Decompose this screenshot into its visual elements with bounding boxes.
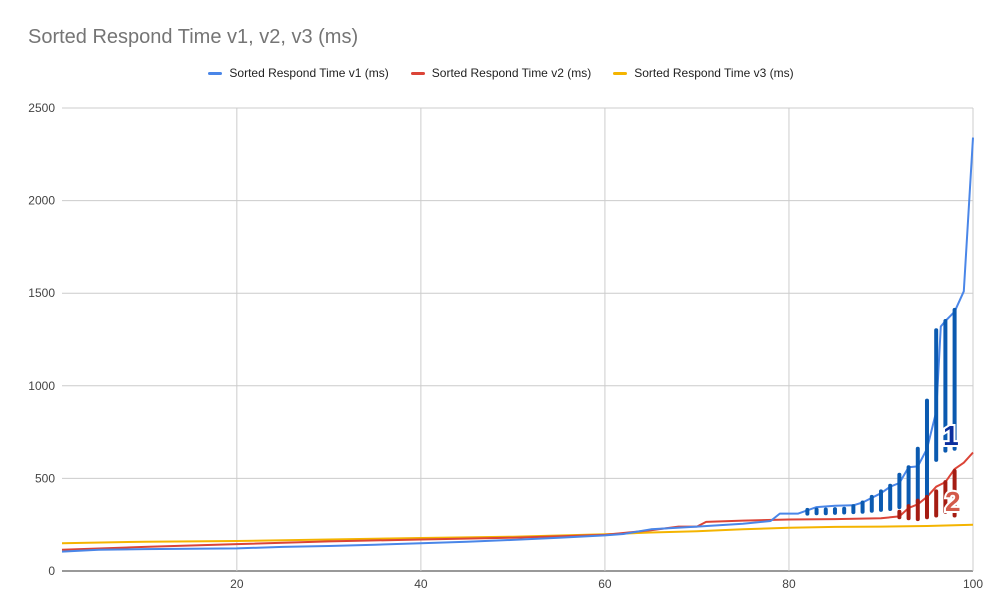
x-tick-label: 80 xyxy=(782,577,796,591)
legend-label-v1: Sorted Respond Time v1 (ms) xyxy=(229,66,389,80)
legend: Sorted Respond Time v1 (ms) Sorted Respo… xyxy=(0,66,1002,80)
legend-swatch-v3 xyxy=(613,71,628,75)
series-line-v2[interactable] xyxy=(61,451,974,551)
x-tick-label: 20 xyxy=(230,577,244,591)
legend-item-v1[interactable]: Sorted Respond Time v1 (ms) xyxy=(208,66,389,80)
legend-item-v2[interactable]: Sorted Respond Time v2 (ms) xyxy=(410,66,592,80)
legend-swatch-v2 xyxy=(410,71,425,75)
series-layer xyxy=(61,137,974,553)
y-tick-label: 500 xyxy=(35,471,55,485)
annotation-label-2: 2 xyxy=(945,486,961,517)
y-tick-label: 0 xyxy=(48,564,55,578)
y-tick-label: 1500 xyxy=(28,286,55,300)
series-line-v1[interactable] xyxy=(61,137,974,553)
y-tick-label: 2000 xyxy=(28,194,55,208)
x-tick-label: 60 xyxy=(598,577,612,591)
series-line-v3[interactable] xyxy=(61,523,974,545)
annotation-layer: 12 xyxy=(805,307,963,522)
x-tick-label: 40 xyxy=(414,577,428,591)
y-tick-label: 1000 xyxy=(28,379,55,393)
legend-label-v2: Sorted Respond Time v2 (ms) xyxy=(431,66,592,80)
y-tick-label: 2500 xyxy=(28,101,55,115)
tick-labels: 0 500 1000 1500 2000 2500 20 40 60 80 100 xyxy=(28,101,983,591)
annotation-label-1: 1 xyxy=(943,420,959,451)
legend-item-v3[interactable]: Sorted Respond Time v3 (ms) xyxy=(613,66,794,80)
legend-label-v3: Sorted Respond Time v3 (ms) xyxy=(634,66,794,80)
legend-swatch-v1 xyxy=(208,71,223,75)
chart-title: Sorted Respond Time v1, v2, v3 (ms) xyxy=(28,26,359,48)
x-tick-label: 100 xyxy=(963,577,983,591)
grid-lines xyxy=(62,107,974,572)
